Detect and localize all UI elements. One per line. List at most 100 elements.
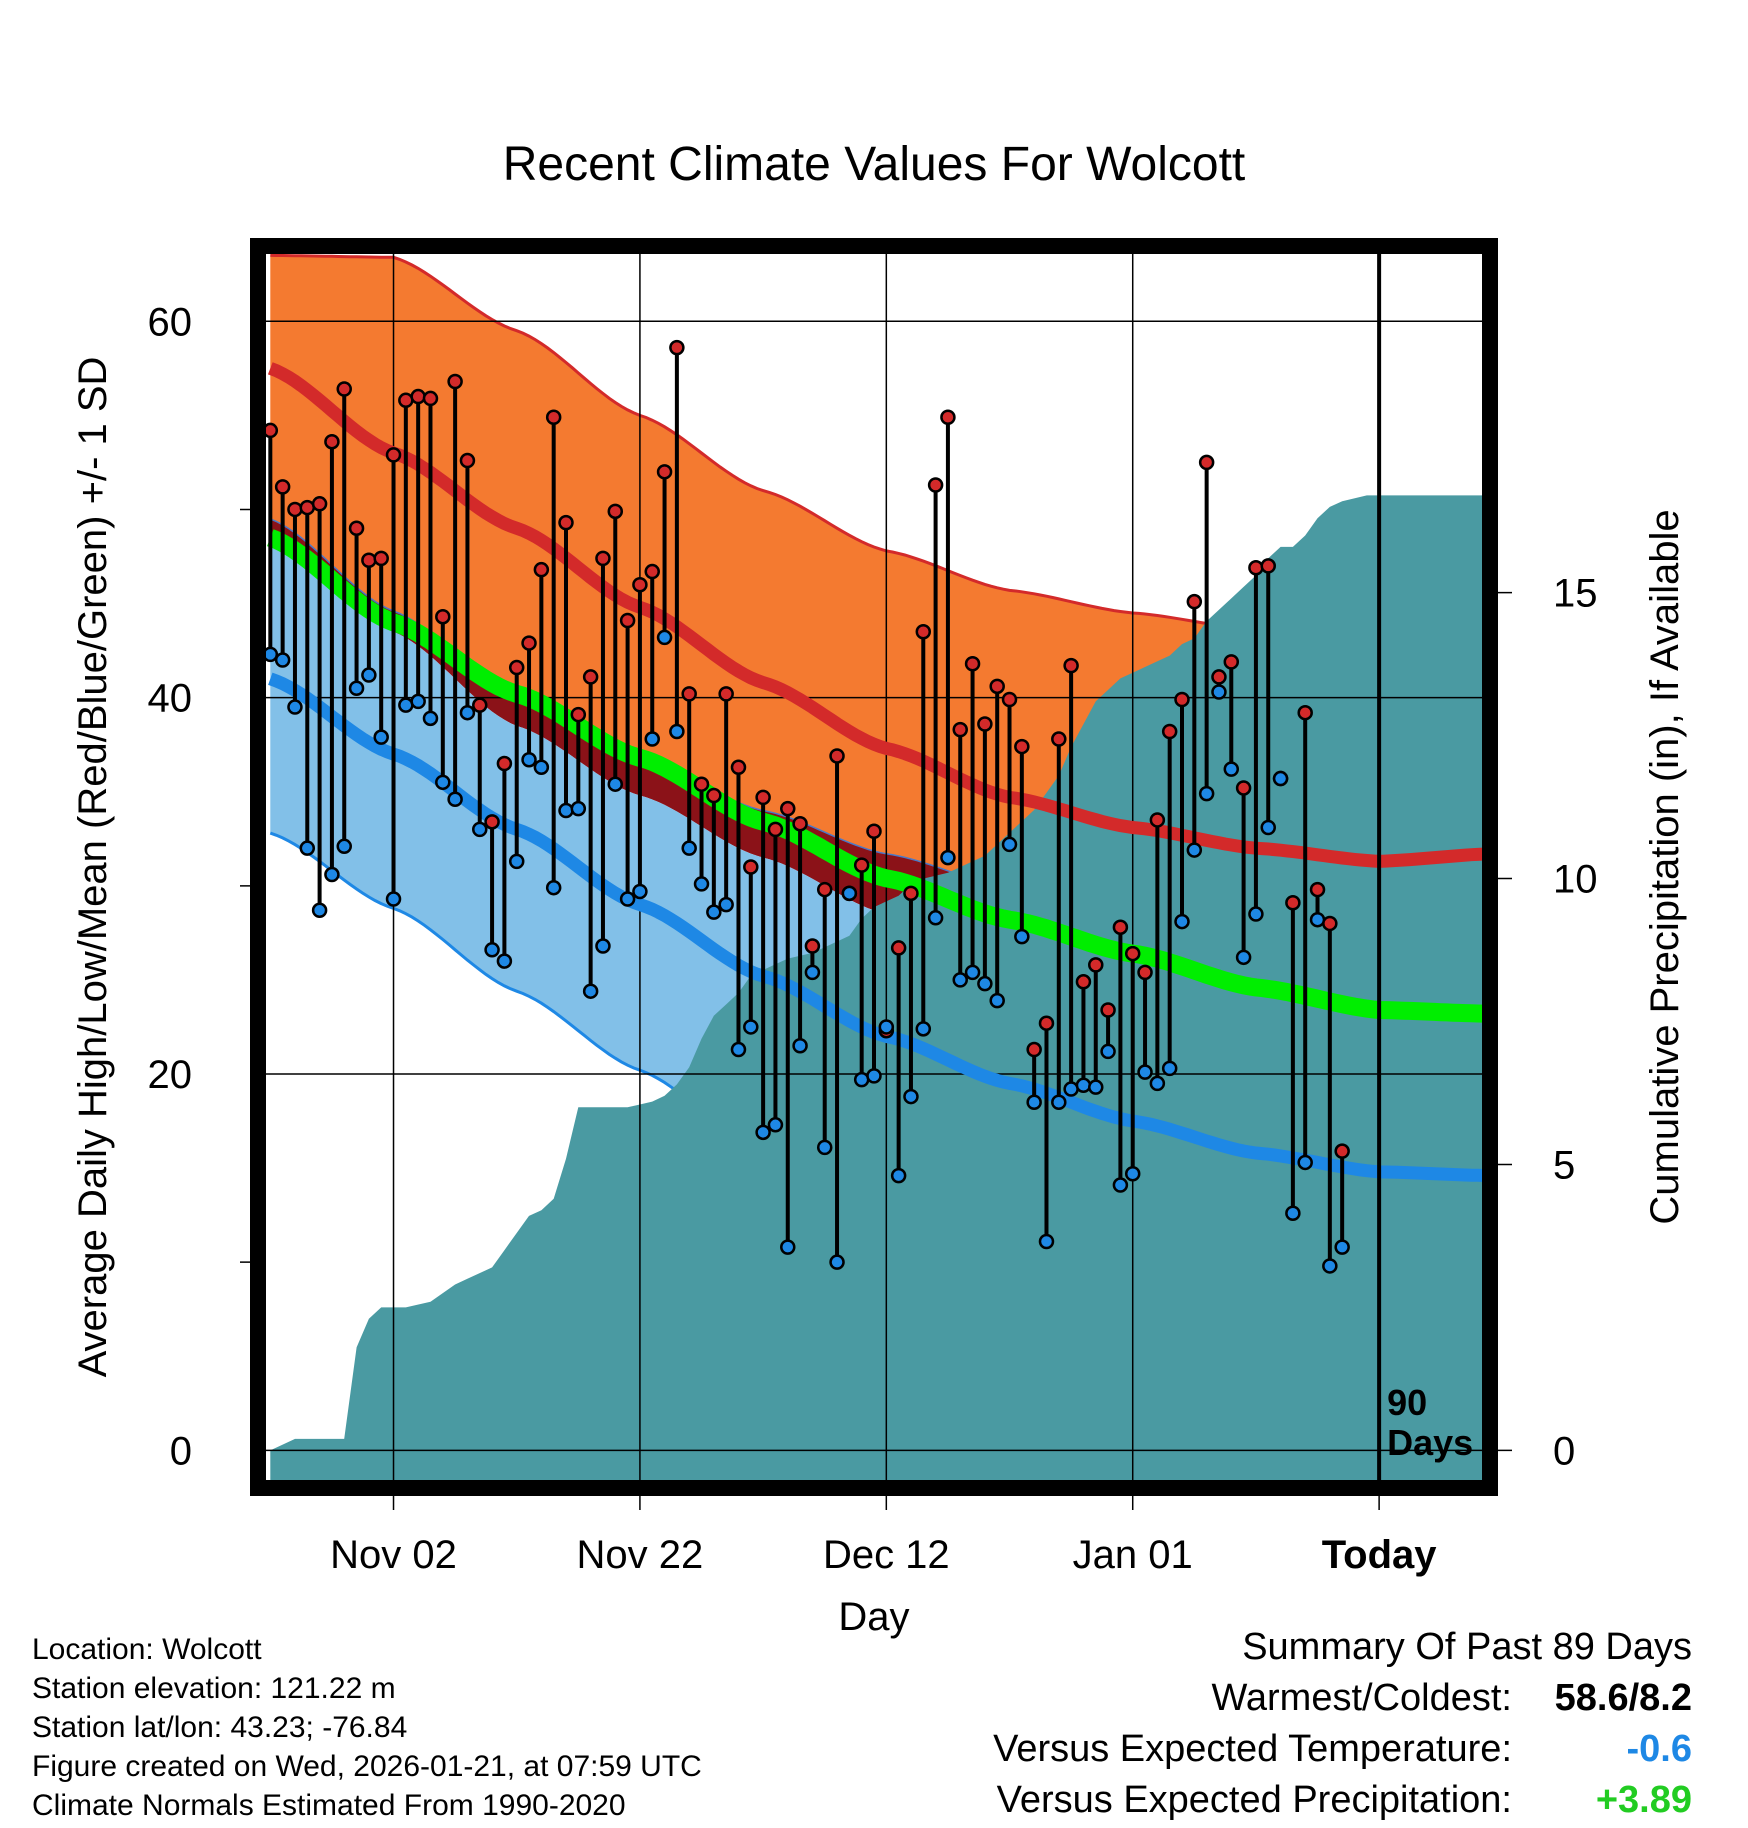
latlon-text: Station lat/lon: 43.23; -76.84 [32,1711,408,1744]
daily-low-point [582,983,599,999]
daily-high-point [730,759,747,776]
daily-low-point [1211,684,1227,700]
summary-panel: Summary Of Past 89 Days Warmest/Coldest:… [993,1622,1692,1826]
daily-low-point [1198,785,1215,802]
daily-low-point [533,759,550,776]
daily-high-point [1174,691,1190,708]
daily-high-point [1161,723,1178,740]
daily-high-point [1260,558,1276,574]
daily-high-point [1051,731,1067,747]
daily-low-point [927,910,944,926]
daily-high-point [274,479,291,495]
daily-low-point [693,876,710,892]
daily-low-point [521,751,537,768]
daily-low-point [373,729,389,745]
daily-high-point [1186,593,1203,610]
daily-low-point [841,885,858,902]
daily-high-point [792,815,808,832]
y2-tick-label: 0 [1553,1429,1575,1473]
daily-low-point [1137,1064,1153,1080]
y-axis-label: Average Daily High/Low/Mean (Red/Blue/Gr… [71,357,115,1378]
daily-low-point [804,964,821,981]
daily-low-point [1260,819,1276,836]
daily-high-point [472,697,488,713]
daily-high-point [952,721,968,738]
daily-low-point [1334,1239,1350,1255]
daily-low-point [265,646,279,663]
daily-low-point [730,1041,747,1058]
high-normal-line [267,362,1483,868]
daily-low-point [964,964,981,981]
daily-high-point [558,514,574,531]
daily-high-point [1211,669,1227,685]
warmest-value: 58.6/8.2 [1554,1677,1692,1719]
daily-low-point [361,667,377,683]
daily-low-point [1051,1094,1067,1110]
daily-low-point [890,1167,907,1184]
daily-high-point [348,520,365,537]
daily-high-point [964,656,981,672]
daily-high-point [927,477,944,493]
daily-low-point [1112,1177,1129,1193]
daily-high-point [718,686,734,702]
daily-high-point [1001,691,1018,708]
daily-low-point [1223,761,1240,777]
x-tick-label: Dec 12 [823,1533,950,1577]
mean-normal-line [267,529,1483,1023]
daily-low-point [669,723,685,740]
daily-low-point [1014,928,1030,945]
daily-high-point [1038,1015,1055,1031]
y2-axis-label: Cumulative Precipitation (in), If Availa… [1643,509,1687,1224]
daily-low-point [1026,1094,1042,1110]
daily-low-point [1161,1060,1178,1077]
daily-low-point [484,942,500,958]
daily-low-point [472,821,488,838]
plot-area [265,254,1483,1480]
daily-high-point [1014,738,1030,755]
daily-high-point [829,748,845,764]
daily-low-point [508,853,525,870]
daily-low-point [829,1254,845,1270]
daily-high-point [669,339,685,356]
daily-high-point [755,789,771,806]
daily-low-point [570,800,587,817]
daily-high-point [940,409,956,425]
daily-low-point [496,953,513,969]
precip-label: Versus Expected Precipitation: [996,1779,1512,1821]
daily-low-point [780,1239,796,1255]
daily-high-point [410,388,426,405]
daily-high-point [866,823,882,839]
daily-high-point [521,635,537,651]
daily-low-point [878,1019,895,1035]
daily-high-point [496,755,513,772]
daily-low-point [1248,906,1264,922]
daily-high-point [582,669,599,685]
today-days-number: 90 [1387,1382,1427,1423]
summary-warmest-row: Warmest/Coldest: 58.6/8.2 [993,1673,1692,1724]
temp-value: -0.6 [1626,1728,1692,1770]
daily-high-point [484,814,500,830]
summary-title: Summary Of Past 89 Days [1242,1626,1692,1668]
daily-high-point [1124,945,1141,962]
daily-high-point [287,501,303,518]
daily-low-point [459,704,476,721]
daily-high-point [989,678,1005,695]
daily-high-point [1235,780,1252,796]
daily-high-point [1075,974,1092,990]
y-tick-label: 0 [170,1429,192,1473]
daily-low-point [299,840,316,856]
daily-high-point [1100,1002,1116,1018]
summary-temp-row: Versus Expected Temperature: -0.6 [993,1724,1692,1775]
daily-high-point [459,452,476,469]
daily-low-point [743,1019,759,1035]
daily-low-point [558,802,574,819]
daily-high-point [767,821,784,838]
daily-low-point [816,1139,833,1156]
x-axis-label: Day [838,1595,909,1639]
daily-high-point [706,787,722,804]
daily-low-point [681,840,697,856]
daily-low-point [915,1021,932,1037]
daily-low-point [866,1068,882,1084]
station-info: Location: Wolcott Station elevation: 121… [32,1630,702,1825]
y-tick-label: 20 [148,1053,193,1097]
